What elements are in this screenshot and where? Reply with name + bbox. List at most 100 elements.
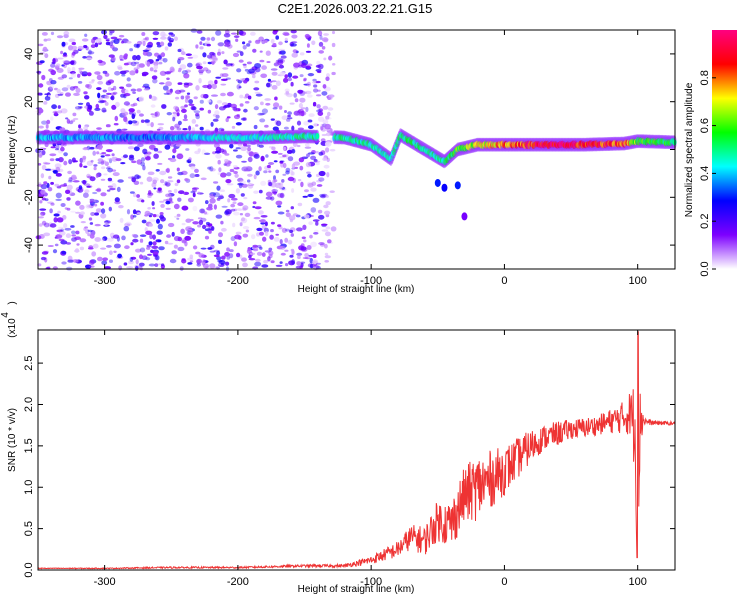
heatmap-cell <box>84 189 90 194</box>
heatmap-cell <box>235 188 240 194</box>
heatmap-cell <box>235 38 239 42</box>
heatmap-cell <box>112 85 117 91</box>
heatmap-cell <box>252 74 256 79</box>
heatmap-cell <box>270 68 278 71</box>
heatmap-cell <box>209 51 215 56</box>
heatmap-cell <box>66 207 71 211</box>
heatmap-cell <box>166 167 170 174</box>
heatmap-cell <box>49 84 54 90</box>
heatmap-cell <box>332 63 336 66</box>
heatmap-cell <box>128 108 135 113</box>
heatmap-cell <box>100 178 106 181</box>
heatmap-cell <box>299 52 305 56</box>
heatmap-cell <box>49 78 53 82</box>
heatmap-cell <box>307 183 314 188</box>
heatmap-cell <box>67 170 72 175</box>
heatmap-cell <box>261 252 266 257</box>
heatmap-cell <box>52 110 59 114</box>
heatmap-cell <box>54 183 60 187</box>
heatmap-cell <box>186 92 191 95</box>
heatmap-cell <box>195 44 199 49</box>
heatmap-cell <box>192 221 199 225</box>
heatmap-cell <box>265 191 273 197</box>
heatmap-cell <box>157 150 163 154</box>
heatmap-cell <box>216 197 221 201</box>
heatmap-cell <box>153 153 159 159</box>
heatmap-cell <box>48 68 54 73</box>
heatmap-cell <box>63 160 68 166</box>
heatmap-cell <box>45 168 52 171</box>
heatmap-cell <box>253 153 260 159</box>
heatmap-cell <box>106 245 112 248</box>
heatmap-cell <box>60 240 68 245</box>
heatmap-cell <box>37 108 44 114</box>
heatmap-cell <box>165 207 171 210</box>
heatmap-cell <box>198 69 204 74</box>
heatmap-cell <box>273 191 277 196</box>
heatmap-cell <box>284 249 289 252</box>
heatmap-cell <box>180 105 186 110</box>
heatmap-cell <box>307 119 313 123</box>
heatmap-cell <box>147 195 152 198</box>
heatmap-cell <box>322 157 328 161</box>
heatmap-cell <box>130 88 137 92</box>
heatmap-cell <box>200 93 206 99</box>
heatmap-cell <box>52 170 58 173</box>
heatmap-cell <box>168 32 174 35</box>
heatmap-cell <box>101 260 108 266</box>
heatmap-cell <box>239 94 244 99</box>
heatmap-cell <box>296 144 301 148</box>
heatmap-cell <box>95 208 102 213</box>
heatmap-cell <box>104 266 111 270</box>
heatmap-cell <box>148 94 152 99</box>
heatmap-cell <box>217 159 221 165</box>
heatmap-cell <box>100 213 107 219</box>
heatmap-cell <box>218 239 222 244</box>
heatmap-cell <box>163 199 170 202</box>
heatmap-cell <box>76 243 80 246</box>
heatmap-cell <box>312 264 318 268</box>
heatmap-cell <box>101 237 105 242</box>
heatmap-cell <box>313 232 319 235</box>
heatmap-cell <box>188 103 195 107</box>
heatmap-cell <box>56 236 62 240</box>
heatmap-cell <box>79 238 87 243</box>
heatmap-cell <box>200 36 206 41</box>
heatmap-cell <box>71 41 77 46</box>
heatmap-cell <box>105 41 111 46</box>
heatmap-cell <box>275 200 283 206</box>
heatmap-cell <box>297 89 304 94</box>
heatmap-cell <box>207 99 212 103</box>
heatmap-cell <box>310 187 317 192</box>
heatmap-cell <box>158 61 163 65</box>
heatmap-cell <box>199 46 204 50</box>
heatmap-cell <box>136 212 141 215</box>
heatmap-cell <box>96 72 101 77</box>
heatmap-cell <box>320 125 324 131</box>
heatmap-cell <box>167 176 173 179</box>
heatmap-cell <box>39 60 45 64</box>
heatmap-cell <box>197 148 201 153</box>
heatmap-cell <box>230 197 238 201</box>
heatmap-cell <box>153 254 158 257</box>
heatmap-cell <box>173 244 178 249</box>
heatmap-cell <box>105 149 113 153</box>
heatmap-cell <box>102 109 107 113</box>
heatmap-cell <box>72 180 80 183</box>
heatmap-cell <box>282 162 287 169</box>
heatmap-cell <box>56 229 63 233</box>
heatmap-cell <box>315 221 319 226</box>
heatmap-cell <box>270 38 275 44</box>
heatmap-cell <box>151 245 159 249</box>
heatmap-cell <box>259 246 263 250</box>
heatmap-cell <box>299 165 304 171</box>
heatmap-cell <box>270 260 275 264</box>
heatmap-cell <box>198 253 205 258</box>
heatmap-cell <box>132 209 137 215</box>
heatmap-cell <box>215 30 222 36</box>
heatmap-cell <box>290 29 297 34</box>
heatmap-cell <box>77 45 85 51</box>
heatmap-cell <box>105 39 110 42</box>
heatmap-cell <box>273 102 280 108</box>
heatmap-cell <box>236 68 242 73</box>
